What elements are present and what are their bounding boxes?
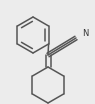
Text: N: N bbox=[82, 28, 88, 38]
